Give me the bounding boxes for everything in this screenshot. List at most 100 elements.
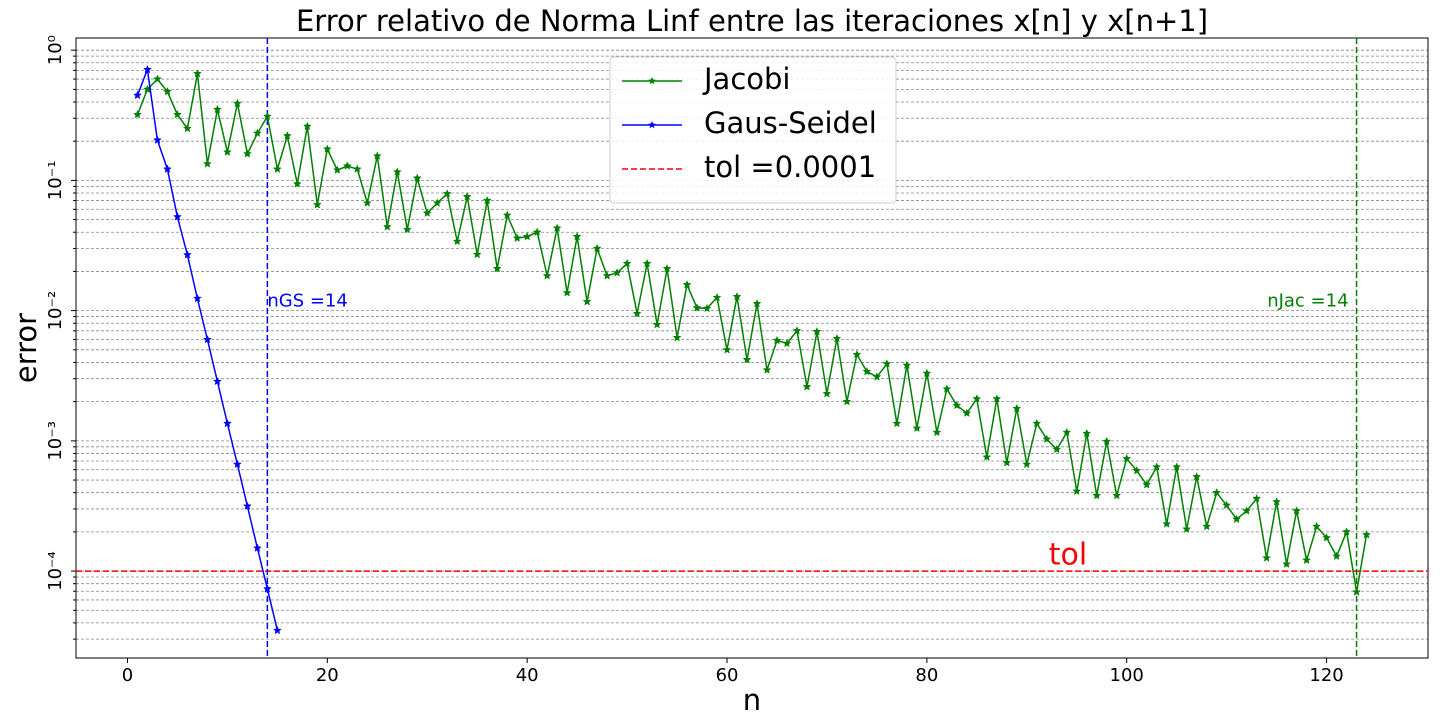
point-marker — [862, 366, 872, 376]
point-marker — [322, 144, 332, 153]
point-marker — [762, 365, 772, 374]
point-marker — [782, 338, 792, 348]
point-marker — [162, 87, 172, 96]
point-marker — [1152, 462, 1162, 471]
x-axis-label: n — [743, 683, 761, 717]
point-marker — [1362, 530, 1371, 539]
point-marker — [512, 233, 522, 242]
point-marker — [142, 64, 152, 74]
plot-frame — [75, 37, 1429, 659]
point-marker — [902, 360, 912, 370]
point-marker — [133, 90, 142, 100]
point-marker — [842, 396, 852, 406]
point-marker — [482, 195, 492, 205]
y-tick-label: 10⁰ — [45, 35, 66, 65]
point-marker — [532, 227, 542, 236]
point-marker — [1032, 418, 1042, 428]
point-marker — [152, 74, 162, 83]
x-tick-label: 40 — [516, 665, 539, 686]
legend-label: tol =0.0001 — [704, 150, 876, 184]
point-marker — [882, 359, 892, 368]
point-marker — [262, 584, 272, 593]
point-marker — [602, 271, 612, 280]
point-marker — [222, 147, 232, 156]
point-marker — [682, 280, 692, 289]
point-marker — [692, 303, 702, 312]
point-marker — [1272, 497, 1282, 506]
point-marker — [1232, 514, 1242, 524]
point-marker — [642, 258, 652, 268]
x-tick-label: 80 — [915, 665, 938, 686]
point-marker — [952, 400, 962, 410]
point-marker — [1062, 427, 1072, 437]
point-marker — [722, 345, 732, 354]
point-marker — [992, 394, 1002, 403]
point-marker — [172, 212, 182, 221]
point-marker — [1262, 553, 1271, 562]
point-marker — [342, 161, 352, 170]
point-marker — [182, 123, 192, 133]
point-marker — [1352, 587, 1362, 596]
annotation: tol — [1049, 538, 1087, 573]
point-marker — [202, 159, 212, 168]
point-marker — [1322, 533, 1332, 542]
point-marker — [852, 349, 862, 359]
point-marker — [972, 394, 982, 403]
legend-marker — [648, 121, 656, 129]
point-marker — [1192, 472, 1202, 481]
point-marker — [1142, 480, 1152, 489]
point-marker — [702, 303, 712, 313]
point-marker — [962, 408, 972, 417]
point-marker — [652, 320, 662, 329]
point-marker — [1302, 555, 1312, 565]
x-tick-label: 100 — [1110, 665, 1144, 686]
x-tick-label: 120 — [1309, 665, 1343, 686]
series-line — [136, 73, 1368, 593]
point-marker — [1072, 486, 1082, 496]
x-tick-label: 0 — [122, 665, 133, 686]
point-marker — [282, 131, 292, 140]
legend: Jacobi Gaus-Seidel tol =0.0001 — [609, 56, 897, 204]
x-tick-label: 60 — [716, 665, 739, 686]
point-marker — [302, 121, 312, 131]
point-marker — [152, 135, 162, 144]
point-marker — [222, 418, 232, 428]
point-marker — [1112, 490, 1122, 500]
point-marker — [572, 231, 582, 241]
point-marker — [622, 258, 632, 268]
point-marker — [1022, 459, 1032, 469]
point-marker — [1342, 527, 1352, 536]
point-marker — [442, 189, 452, 198]
point-marker — [872, 372, 882, 381]
point-marker — [1212, 488, 1222, 497]
point-marker — [472, 249, 482, 259]
point-marker — [1092, 490, 1102, 500]
point-marker — [432, 198, 442, 207]
point-marker — [742, 355, 752, 364]
point-marker — [212, 104, 222, 114]
point-marker — [672, 333, 682, 342]
point-marker — [1172, 462, 1182, 471]
chart-title: Error relativo de Norma Linf entre las i… — [296, 4, 1208, 38]
point-marker — [402, 224, 412, 234]
point-marker — [1252, 493, 1262, 503]
point-marker — [242, 149, 252, 158]
point-marker — [192, 293, 202, 303]
point-marker — [372, 151, 382, 160]
point-marker — [182, 250, 192, 259]
point-marker — [272, 625, 282, 635]
point-marker — [592, 243, 602, 253]
y-tick-label: 10⁻⁴ — [45, 551, 66, 591]
point-marker — [202, 334, 212, 344]
point-marker — [312, 200, 322, 209]
point-marker — [362, 198, 372, 207]
point-marker — [492, 264, 502, 273]
y-tick-label: 10⁻² — [45, 291, 66, 331]
point-marker — [712, 292, 722, 302]
point-marker — [1182, 524, 1192, 533]
point-marker — [392, 167, 402, 176]
point-marker — [1082, 428, 1092, 438]
point-marker — [632, 308, 642, 318]
point-marker — [252, 543, 262, 552]
point-marker — [772, 335, 782, 345]
